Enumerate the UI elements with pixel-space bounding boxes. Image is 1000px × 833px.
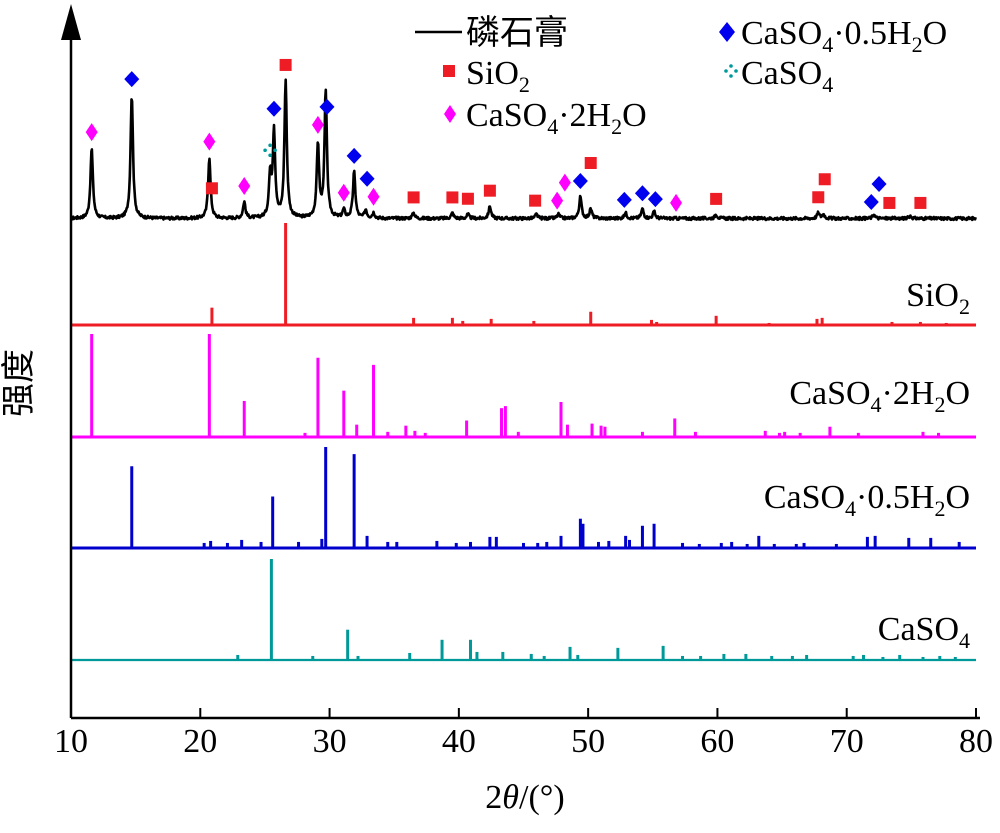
dihydrate-marker xyxy=(670,193,683,212)
legend-sio2-square xyxy=(443,65,455,77)
dihydrate-marker xyxy=(85,123,98,142)
hemihydrate-marker xyxy=(572,173,588,190)
ref-label-dihydrate: CaSO4·2H2O xyxy=(789,375,970,417)
hemihydrate-marker xyxy=(319,98,335,115)
dihydrate-marker xyxy=(203,132,216,151)
x-tick-label: 10 xyxy=(54,723,88,760)
x-tick-label: 50 xyxy=(571,723,605,760)
legend-phosphogypsum-label: 磷石膏 xyxy=(466,14,568,52)
dihydrate-marker xyxy=(311,115,324,134)
legend-hemihydrate-diamond xyxy=(719,22,735,42)
x-tick-label: 70 xyxy=(830,723,864,760)
anhydrite-marker xyxy=(263,143,277,158)
x-ticks: 10 20 30 40 50 60 70 80 xyxy=(54,708,993,760)
x-axis-label: 2θ/(°) xyxy=(485,779,564,816)
x-tick-label: 80 xyxy=(959,723,993,760)
legend: 磷石膏 SiO2 CaSO4·2H2O CaSO4·0.5H2O CaSO4 xyxy=(415,14,947,139)
hemihydrate-marker xyxy=(124,71,140,88)
sio2-marker xyxy=(205,182,218,195)
sio2-marker xyxy=(883,196,896,209)
ref-label-hemihydrate: CaSO4·0.5H2O xyxy=(764,479,970,521)
dihydrate-marker xyxy=(367,187,380,206)
x-tick-label: 60 xyxy=(700,723,734,760)
x-tick-label: 40 xyxy=(442,723,476,760)
series-traces xyxy=(70,78,977,662)
sio2-marker xyxy=(407,191,420,204)
sio2-marker xyxy=(483,184,496,197)
hemihydrate-marker xyxy=(266,100,282,117)
hemihydrate-marker xyxy=(616,191,632,208)
hemihydrate-marker xyxy=(863,194,879,211)
sio2-marker xyxy=(818,173,831,186)
sio2-marker xyxy=(279,58,292,71)
y-axis-arrow xyxy=(61,4,81,40)
series-caso4 xyxy=(71,559,976,662)
x-tick-label: 30 xyxy=(313,723,347,760)
sio2-marker xyxy=(446,191,459,204)
hemihydrate-marker xyxy=(359,170,375,187)
dihydrate-marker xyxy=(238,176,251,195)
legend-dihydrate-diamond xyxy=(444,105,456,123)
hemihydrate-marker xyxy=(647,191,663,208)
series-caso4-0-5h2o xyxy=(71,447,976,550)
legend-dihydrate-label: CaSO4·2H2O xyxy=(466,97,647,139)
sio2-marker xyxy=(710,192,723,205)
series-sio2 xyxy=(71,223,976,327)
sio2-marker xyxy=(529,194,542,207)
x-tick-label: 20 xyxy=(183,723,217,760)
sio2-marker xyxy=(584,157,597,170)
hemihydrate-marker xyxy=(634,185,650,202)
sio2-marker xyxy=(914,196,927,209)
hemihydrate-marker xyxy=(346,147,362,164)
ref-label-sio2: SiO2 xyxy=(906,277,970,319)
dihydrate-marker xyxy=(558,173,571,192)
reference-labels: SiO2 CaSO4·2H2O CaSO4·0.5H2O CaSO4 xyxy=(764,277,970,653)
legend-anhydrite-symbol xyxy=(724,64,738,78)
ref-label-anhydrite: CaSO4 xyxy=(878,611,970,653)
series-caso4-2h2o xyxy=(71,334,976,439)
dihydrate-marker xyxy=(337,183,350,202)
phosphogypsum-pattern-line xyxy=(70,78,977,222)
legend-anhydrite-label: CaSO4 xyxy=(741,55,833,97)
hemihydrate-marker xyxy=(871,176,887,193)
axes xyxy=(61,4,980,720)
y-axis-label: 强度 xyxy=(0,349,38,417)
legend-hemihydrate-label: CaSO4·0.5H2O xyxy=(741,15,947,57)
legend-sio2-label: SiO2 xyxy=(466,55,530,97)
sio2-marker xyxy=(812,191,825,204)
sio2-marker xyxy=(461,192,474,205)
phase-markers xyxy=(85,58,927,212)
dihydrate-marker xyxy=(551,191,564,210)
series-phosphogypsum xyxy=(70,78,977,222)
